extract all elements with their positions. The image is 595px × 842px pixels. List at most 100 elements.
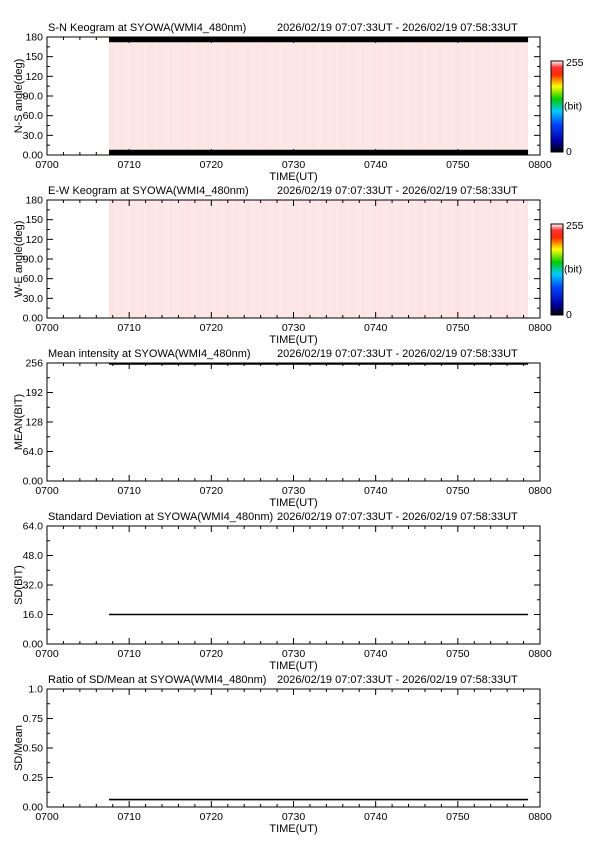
keogram-stripe xyxy=(178,37,183,155)
keogram-stripe xyxy=(171,37,176,155)
time-range-label: 2026/02/19 07:07:33UT - 2026/02/19 07:58… xyxy=(277,511,518,523)
y-axis-label: N-S angle(deg) xyxy=(13,59,25,134)
keogram-stripe xyxy=(210,37,215,155)
keogram-stripe xyxy=(199,37,204,155)
keogram-stripe xyxy=(182,200,187,318)
keogram-stripe xyxy=(210,200,215,318)
keogram-stripe xyxy=(238,37,243,155)
y-tick-label: 48.0 xyxy=(23,550,44,562)
keogram-stripe xyxy=(395,200,400,318)
keogram-stripe xyxy=(301,37,305,155)
keogram-stripe xyxy=(353,37,358,155)
keogram-stripe xyxy=(133,200,138,318)
y-tick-label: 0.00 xyxy=(23,313,44,325)
keogram-stripe xyxy=(276,37,281,155)
keogram-stripe xyxy=(360,200,364,318)
y-tick-label: 120 xyxy=(25,234,43,246)
keogram-stripe xyxy=(196,200,200,318)
panel-1: S-N Keogram at SYOWA(WMI4_480nm) 2026/02/… xyxy=(13,22,584,183)
keogram-stripe xyxy=(388,200,392,318)
keogram-stripe xyxy=(367,37,372,155)
keogram-stripe xyxy=(496,37,501,155)
keogram-stripe xyxy=(322,37,326,155)
y-tick-label: 0.75 xyxy=(23,713,44,725)
x-tick-label: 0740 xyxy=(364,648,388,660)
keogram-stripe xyxy=(109,37,113,155)
keogram-stripe xyxy=(158,200,162,318)
keogram-stripe xyxy=(168,200,172,318)
keogram-stripe xyxy=(294,200,298,318)
keogram-stripe xyxy=(437,200,441,318)
keogram-stripe xyxy=(409,37,414,155)
panel-2: E-W Keogram at SYOWA(WMI4_480nm) 2026/02/… xyxy=(13,185,584,346)
time-range-label: 2026/02/19 07:07:33UT - 2026/02/19 07:58… xyxy=(277,674,518,686)
keogram-stripe xyxy=(440,37,445,155)
keogram-stripe xyxy=(213,37,218,155)
keogram-stripe xyxy=(399,37,403,155)
keogram-stripe xyxy=(440,200,445,318)
y-tick-label: 30.0 xyxy=(23,293,44,305)
keogram-stripe xyxy=(416,200,420,318)
keogram-stripe xyxy=(343,200,347,318)
keogram-stripe xyxy=(192,37,197,155)
keogram-stripe xyxy=(486,37,490,155)
keogram-stripe xyxy=(224,37,228,155)
colorbar-min-label: 0 xyxy=(566,309,572,321)
y-tick-label: 180 xyxy=(25,32,43,44)
keogram-stripe xyxy=(496,200,501,318)
colorbar-min-label: 0 xyxy=(566,146,572,158)
keogram-stripe xyxy=(517,37,522,155)
keogram-stripe xyxy=(412,200,417,318)
y-tick-label: 16.0 xyxy=(23,609,44,621)
keogram-image xyxy=(109,200,529,318)
keogram-stripe xyxy=(158,37,162,155)
keogram-stripe xyxy=(353,200,358,318)
keogram-stripe xyxy=(370,37,375,155)
keogram-stripe xyxy=(287,200,291,318)
keogram-stripe xyxy=(192,200,197,318)
keogram-stripe xyxy=(207,200,211,318)
keogram-stripe xyxy=(430,37,435,155)
keogram-stripe xyxy=(290,37,295,155)
x-tick-label: 0750 xyxy=(446,159,470,171)
keogram-stripe xyxy=(196,37,200,155)
keogram-stripe xyxy=(447,37,452,155)
keogram-stripe xyxy=(147,37,151,155)
panel-title: S-N Keogram at SYOWA(WMI4_480nm) xyxy=(48,22,246,34)
y-tick-label: 120 xyxy=(25,71,43,83)
keogram-stripe xyxy=(150,37,155,155)
keogram-stripe xyxy=(472,37,477,155)
keogram-stripe xyxy=(346,200,351,318)
colorbar-unit-label: (bit) xyxy=(564,264,582,276)
keogram-stripe xyxy=(186,37,190,155)
y-tick-label: 32.0 xyxy=(23,580,44,592)
keogram-stripe xyxy=(143,200,148,318)
keogram-stripe xyxy=(482,200,487,318)
keogram-stripe xyxy=(136,200,141,318)
keogram-stripe xyxy=(220,37,225,155)
keogram-stripe xyxy=(116,200,120,318)
keogram-stripe xyxy=(312,37,316,155)
keogram-stripe xyxy=(248,200,253,318)
x-tick-label: 0750 xyxy=(446,485,470,497)
keogram-stripe xyxy=(154,200,159,318)
x-tick-label: 0720 xyxy=(200,811,224,823)
keogram-stripe xyxy=(263,37,267,155)
keogram-stripe xyxy=(140,37,145,155)
keogram-stripe xyxy=(231,37,236,155)
keogram-stripe xyxy=(252,200,257,318)
keogram-stripe xyxy=(276,200,281,318)
keogram-stripe xyxy=(126,37,131,155)
y-tick-label: 0.00 xyxy=(23,802,44,814)
keogram-stripe xyxy=(245,37,249,155)
keogram-stripe xyxy=(255,200,260,318)
keogram-stripe xyxy=(332,200,337,318)
keogram-stripe xyxy=(308,200,312,318)
keogram-stripe xyxy=(112,37,117,155)
keogram-stripe xyxy=(451,200,456,318)
keogram-stripe xyxy=(374,200,379,318)
keogram-stripe xyxy=(164,37,169,155)
keogram-stripe xyxy=(500,37,504,155)
keogram-stripe xyxy=(482,37,487,155)
x-tick-label: 0720 xyxy=(200,648,224,660)
